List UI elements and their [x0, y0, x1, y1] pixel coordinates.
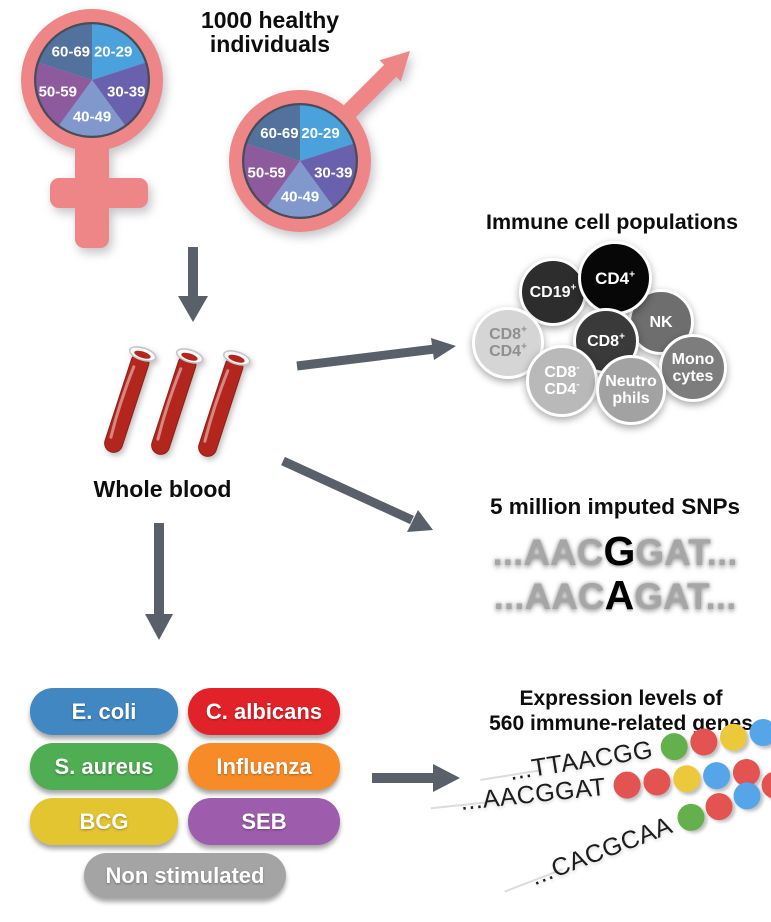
age-slice-label: 50-59 — [248, 164, 286, 181]
age-slice-30-39 — [92, 62, 150, 127]
snp-prefix: ...AAC — [492, 532, 604, 573]
expression-dot — [701, 788, 737, 824]
expression-dot — [717, 721, 749, 753]
immune-cell-label: CD8+ — [587, 331, 625, 350]
age-slice-label: 20-29 — [94, 43, 132, 60]
cohort-title-line1: 1000 healthy — [200, 7, 340, 33]
immune-cell-label: CD8+ — [489, 324, 527, 343]
immune-cell-neutrophils: Neutro phils — [596, 355, 666, 425]
age-slice-label: 40-49 — [281, 189, 319, 206]
age-slice-60-69 — [37, 22, 92, 80]
female-symbol-ring — [21, 9, 163, 151]
age-slice-40-49 — [266, 161, 334, 219]
stimulus-pill-s-aureus: S. aureus — [30, 743, 178, 790]
snp-suffix: GAT... — [634, 576, 737, 617]
expression-dot — [658, 730, 690, 762]
immune-cell-label: CD8- — [544, 362, 580, 381]
snp-variant-allele: A — [604, 572, 635, 618]
male-symbol-ring — [229, 90, 371, 232]
snp-prefix: ...AAC — [493, 576, 605, 617]
snp-sequence-row: ...AACGGAT... — [448, 528, 771, 575]
male-symbol: 20-29 30-39 40-49 50-59 60-69 — [229, 51, 410, 232]
stimulus-pill-c-albicans: C. albicans — [188, 688, 340, 735]
age-slice-label: 50-59 — [39, 84, 77, 101]
snps-title: 5 million imputed SNPs — [489, 494, 741, 519]
immune-cell-monocytes: Mono cytes — [659, 334, 727, 402]
snp-suffix: GAT... — [635, 532, 738, 573]
immune-cell-label: Mono — [671, 351, 715, 368]
immune-cell-label: Neutro — [605, 373, 657, 390]
age-slice-label: 30-39 — [107, 84, 145, 101]
expression-dot — [729, 777, 765, 813]
age-slice-20-29 — [92, 22, 147, 80]
stimulus-pill-influenza: Influenza — [188, 743, 340, 790]
stimulus-pill-e-coli: E. coli — [30, 688, 178, 735]
immune-populations-title: Immune cell populations — [485, 210, 739, 234]
immune-cell-label: NK — [649, 313, 673, 331]
female-pie-ring — [32, 20, 152, 140]
expression-dot — [688, 726, 720, 757]
blood-tube — [143, 344, 206, 460]
blood-tube — [96, 342, 159, 458]
arrow-blood-to-stimuli — [145, 523, 173, 640]
female-symbol-crossbar — [50, 178, 148, 208]
expression-title-line1: Expression levels of — [519, 687, 723, 710]
stimulus-pill-bcg: BCG — [30, 798, 178, 845]
male-symbol-arrow-shaft — [335, 62, 399, 126]
arrow-stimuli-to-expression — [372, 764, 460, 792]
gene-sequence: ...CACGCAA — [526, 810, 677, 891]
whole-blood-label: Whole blood — [93, 476, 232, 502]
immune-cell-cd4: CD4+ — [578, 241, 652, 315]
expression-dot — [673, 799, 709, 835]
age-slice-50-59 — [34, 62, 92, 127]
snp-sequence-row: ...AACAGAT... — [448, 572, 771, 619]
age-slice-label: 30-39 — [314, 164, 352, 181]
stimulus-pill-non-stimulated: Non stimulated — [84, 853, 286, 898]
age-slice-label: 40-49 — [73, 109, 111, 126]
blood-tubes — [96, 342, 253, 462]
age-slice-30-39 — [300, 143, 358, 208]
immune-cell-label: phils — [612, 390, 650, 407]
age-pie-female: 20-29 30-39 40-49 50-59 60-69 — [34, 22, 150, 138]
age-slice-20-29 — [300, 103, 355, 161]
immune-cell-label: CD4+ — [595, 268, 635, 288]
immune-cell-label: CD4- — [544, 379, 580, 398]
age-slice-label: 60-69 — [52, 43, 90, 60]
expression-dot — [642, 766, 672, 797]
age-slice-label: 60-69 — [260, 125, 298, 142]
expression-dot — [612, 769, 643, 800]
age-pie-male: 20-29 30-39 40-49 50-59 60-69 — [242, 103, 358, 219]
immune-cell-cd8cd4neg: CD8- CD4- — [526, 345, 598, 417]
cohort-title-line2: individuals — [209, 31, 331, 57]
stimulus-pill-seb: SEB — [188, 798, 340, 845]
male-pie-ring — [240, 101, 360, 221]
arrow-blood-to-snps — [281, 456, 433, 532]
expression-dot — [672, 763, 702, 794]
female-symbol: 20-29 30-39 40-49 50-59 60-69 — [21, 9, 163, 248]
blood-tube — [190, 346, 253, 462]
snp-variant-allele: G — [603, 528, 636, 574]
immune-cell-label: cytes — [672, 368, 714, 385]
age-slice-label: 20-29 — [301, 125, 339, 142]
arrow-blood-to-immune-cells — [296, 338, 456, 371]
immune-cell-label: CD4+ — [489, 341, 527, 360]
age-slice-50-59 — [242, 143, 300, 208]
stimuli-panel: E. coli C. albicans S. aureus Influenza BCG S… — [30, 688, 342, 898]
immune-cell-label: CD19+ — [529, 282, 577, 301]
age-slice-60-69 — [245, 103, 300, 161]
cohort-title: 1000 healthy individuals — [170, 8, 370, 56]
male-symbol-arrow-head — [379, 51, 410, 82]
expression-dot — [747, 716, 771, 748]
age-slice-40-49 — [58, 80, 126, 138]
